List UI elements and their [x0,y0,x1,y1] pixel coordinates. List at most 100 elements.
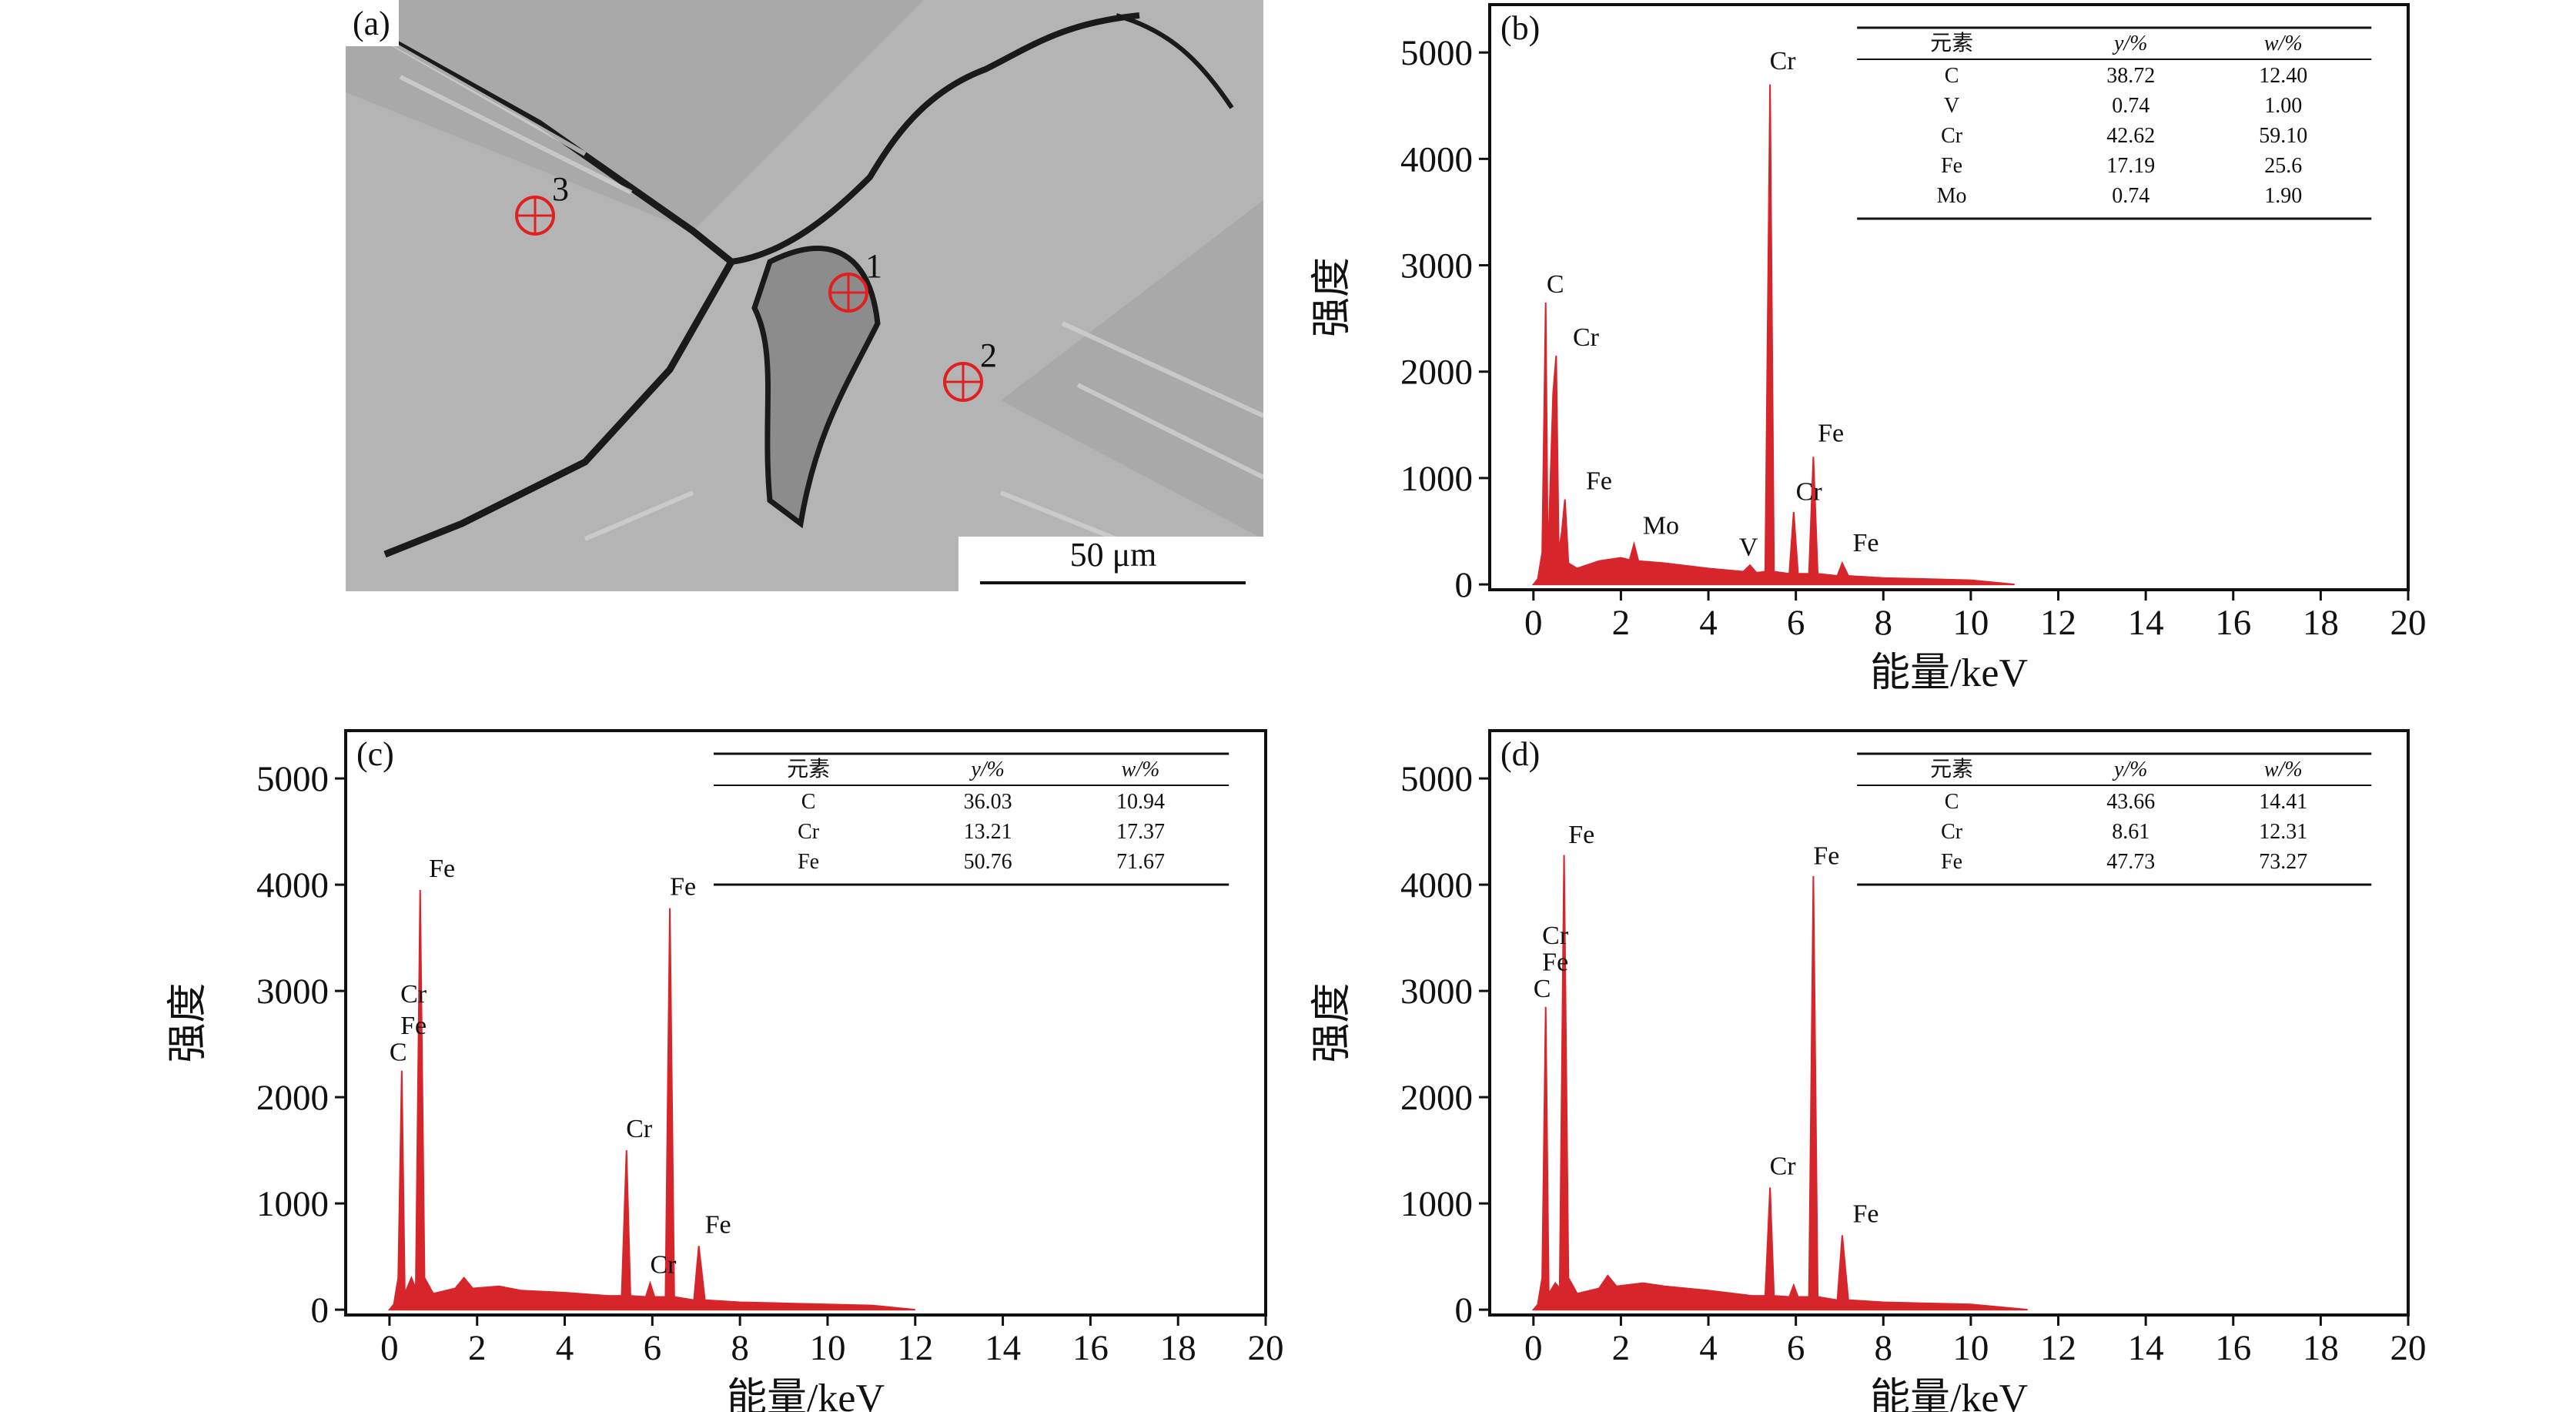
x-tick-label: 2 [1612,603,1631,643]
table-cell: 0.74 [2112,184,2149,208]
spectrum-area [1531,855,2028,1311]
table-cell: Fe [798,850,819,874]
peak-label: Fe [1542,948,1568,976]
peak-label: C [390,1039,407,1067]
peak-label: Mo [1643,512,1679,540]
x-tick-label: 2 [1612,1328,1631,1368]
y-tick-label: 5000 [1400,33,1473,73]
plot-frame [1488,729,2410,1317]
peak-label: Fe [400,1012,427,1040]
table-cell: C [1945,64,1959,88]
table-header: 元素 [787,757,830,781]
table-header: w/% [2264,758,2303,781]
table-cell: 50.76 [964,850,1012,874]
peak-label: Fe [429,855,455,883]
peak-label: C [1534,975,1551,1003]
y-tick-label: 4000 [1400,865,1473,905]
x-tick-label: 8 [731,1328,749,1368]
y-tick-label: 1000 [256,1184,329,1224]
panel-label: (a) [353,5,390,42]
table-header: 元素 [1930,31,1973,55]
x-tick-label: 16 [2215,603,2251,643]
x-tick-label: 6 [1787,1328,1805,1368]
y-tick-label: 0 [1455,1290,1474,1330]
y-tick-label: 3000 [256,972,329,1012]
x-tick-label: 10 [1952,603,1989,643]
x-tick-label: 6 [644,1328,662,1368]
x-tick-label: 14 [2128,1328,2164,1368]
x-tick-label: 0 [1524,603,1543,643]
y-axis-title: 强度 [1310,257,1354,337]
table-cell: Cr [1941,820,1963,844]
x-axis-title: 能量/keV [1870,1377,2028,1412]
table-cell: 38.72 [2106,64,2155,88]
x-tick-label: 12 [2040,603,2076,643]
peak-label: Fe [1853,529,1879,557]
peak-label: Cr [1573,323,1600,352]
x-tick-label: 20 [2390,1328,2427,1368]
x-tick-label: 18 [1160,1328,1196,1368]
spectrum-area [387,889,915,1311]
table-cell: 12.40 [2259,64,2307,88]
table-cell: 8.61 [2112,820,2149,844]
table-cell: Fe [1941,850,1962,874]
x-tick-label: 4 [1699,1328,1718,1368]
panel-label: (c) [356,735,394,773]
table-cell: 1.00 [2264,94,2302,118]
y-tick-label: 5000 [1400,759,1473,799]
peak-label: Fe [1586,467,1612,496]
point-label: 1 [865,247,882,285]
peak-label: Fe [1853,1200,1879,1228]
table-cell: 14.41 [2259,790,2307,814]
table-cell: Cr [1941,124,1963,148]
peak-label: Fe [1813,842,1839,870]
table-cell: 47.73 [2106,850,2155,874]
x-tick-label: 8 [1875,603,1893,643]
x-tick-label: 10 [1952,1328,1989,1368]
table-cell: 13.21 [964,820,1012,844]
point-label: 3 [552,170,569,208]
table-cell: 1.90 [2264,184,2302,208]
table-cell: 0.74 [2112,94,2149,118]
plot-frame [1488,3,2410,591]
table-cell: C [801,790,816,814]
peak-label: Cr [400,980,427,1009]
carbide [751,246,881,529]
table-cell: 17.19 [2106,154,2155,178]
y-axis-title: 强度 [166,982,210,1062]
table-header: 元素 [1930,757,1973,781]
y-tick-label: 2000 [256,1078,329,1118]
peak-label: Cr [650,1251,677,1280]
x-tick-label: 16 [2215,1328,2251,1368]
panel-label: (b) [1500,9,1540,47]
x-tick-label: 4 [1699,603,1718,643]
y-tick-label: 4000 [1400,139,1473,179]
x-tick-label: 20 [2390,603,2427,643]
x-tick-label: 16 [1072,1328,1109,1368]
point-label: 2 [980,336,997,374]
label-box [346,0,399,46]
table-cell: 73.27 [2259,850,2307,874]
y-tick-label: 1000 [1400,459,1473,499]
y-tick-label: 0 [311,1290,330,1330]
peak-label: Fe [1568,821,1594,849]
x-tick-label: 8 [1875,1328,1893,1368]
peak-label: Fe [670,872,696,901]
table-cell: 43.66 [2106,790,2155,814]
table-header: y/% [969,758,1005,781]
table-cell: 12.31 [2259,820,2307,844]
peak-label: Cr [626,1115,653,1143]
table-cell: 10.94 [1116,790,1165,814]
peak-label: Cr [1542,922,1569,950]
peak-label: Cr [1770,47,1797,75]
peak-label: Cr [1796,477,1823,506]
peak-label: V [1739,533,1758,561]
peak-label: Fe [1818,419,1844,447]
table-header: y/% [2112,32,2148,55]
x-tick-label: 6 [1787,603,1805,643]
x-tick-label: 12 [897,1328,933,1368]
x-tick-label: 12 [2040,1328,2076,1368]
plot-frame [344,729,1267,1317]
scale-bar-label: 50 μm [1070,536,1157,574]
